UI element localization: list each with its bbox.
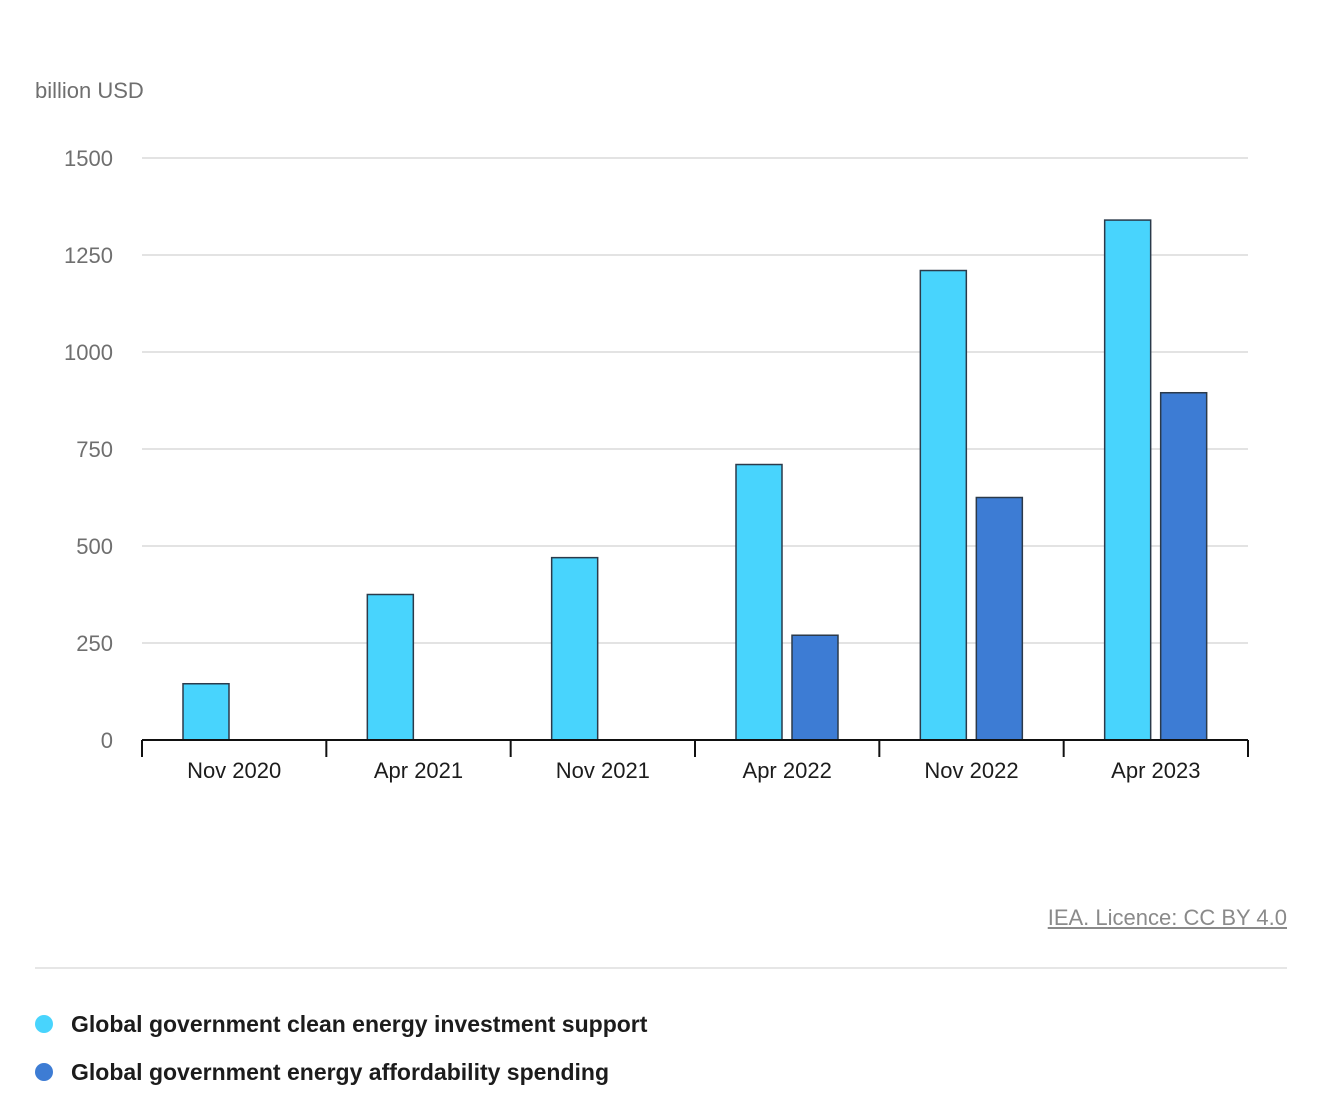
x-tick-label: Apr 2023	[1111, 758, 1200, 783]
y-tick-label: 0	[101, 728, 113, 753]
y-tick-label: 750	[76, 437, 113, 462]
y-tick-label: 1500	[64, 146, 113, 171]
bar-affordability-4[interactable]	[975, 496, 1024, 741]
y-tick-label: 250	[76, 631, 113, 656]
x-tick-label: Apr 2021	[374, 758, 463, 783]
x-tick-label: Nov 2020	[187, 758, 281, 783]
legend-item-clean-energy[interactable]: Global government clean energy investmen…	[35, 1000, 647, 1048]
bar-clean-energy-3[interactable]	[735, 463, 783, 741]
x-tick-label: Nov 2022	[924, 758, 1018, 783]
legend-label: Global government clean energy investmen…	[71, 1010, 648, 1037]
gridlines	[142, 157, 1248, 644]
bar-clean-energy-0[interactable]	[182, 682, 230, 741]
legend-swatch-affordability	[35, 1063, 53, 1081]
legend-swatch-clean-energy	[35, 1015, 53, 1033]
bar-clean-energy-2[interactable]	[550, 556, 599, 741]
bar-clean-energy-1[interactable]	[366, 593, 415, 741]
legend-label: Global government energy affordability s…	[71, 1058, 610, 1085]
bars	[182, 219, 1208, 741]
bar-clean-energy-4[interactable]	[919, 269, 968, 741]
x-axis	[141, 739, 1249, 757]
y-axis-unit-label: billion USD	[35, 78, 144, 103]
legend-item-affordability[interactable]: Global government energy affordability s…	[35, 1048, 647, 1096]
y-tick-label: 1250	[64, 243, 113, 268]
bar-affordability-3[interactable]	[791, 634, 839, 741]
y-axis-ticks: 0 250 500 750 1000 1250 1500	[64, 146, 113, 753]
bar-clean-energy-5[interactable]	[1103, 219, 1152, 741]
x-tick-label: Nov 2021	[556, 758, 650, 783]
legend-divider	[35, 967, 1287, 969]
source-licence-link[interactable]: IEA. Licence: CC BY 4.0	[1047, 905, 1287, 930]
legend: Global government clean energy investmen…	[35, 1000, 647, 1096]
x-tick-label: Apr 2022	[743, 758, 832, 783]
y-tick-label: 500	[76, 534, 113, 559]
bar-affordability-5[interactable]	[1159, 391, 1208, 741]
x-axis-ticks: Nov 2020 Apr 2021 Nov 2021 Apr 2022 Nov 2022…	[187, 758, 1200, 783]
y-tick-label: 1000	[64, 340, 113, 365]
